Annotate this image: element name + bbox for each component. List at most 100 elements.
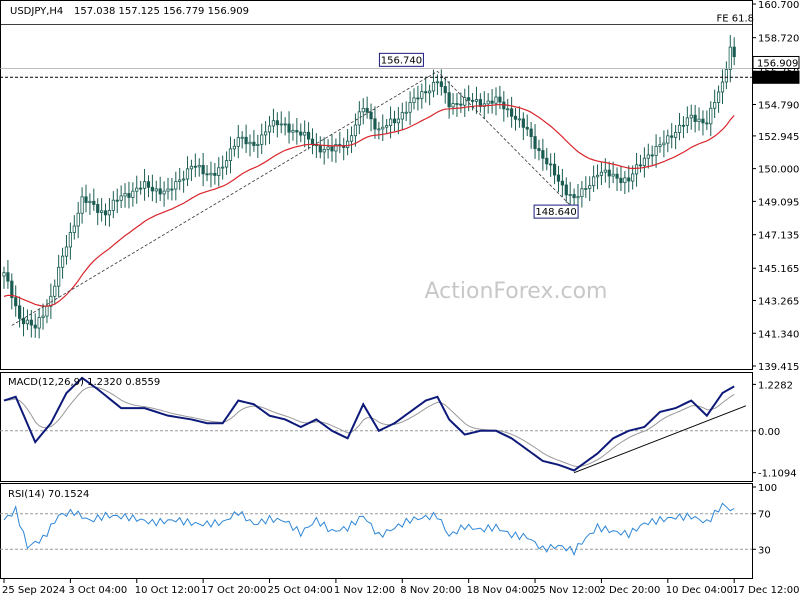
x-axis-label: 17 Dec 12:00	[732, 585, 799, 596]
candle-body	[162, 190, 166, 195]
x-axis-label: 17 Oct 20:00	[201, 585, 266, 596]
rsi-label: RSI(14) 70.1524	[8, 489, 89, 500]
candle-body	[381, 126, 385, 130]
current-price-tag-box	[752, 55, 800, 69]
candle-body	[57, 266, 61, 287]
price-axis-tick-label: 143.265	[758, 297, 799, 308]
candle-body	[545, 157, 549, 165]
candle-body	[599, 171, 604, 176]
candle-body	[365, 107, 369, 113]
candle-body	[119, 195, 123, 201]
candle-body	[646, 154, 650, 159]
candle-body	[607, 169, 611, 177]
rsi-axis-tick-label: 100	[758, 483, 777, 494]
candle-body	[80, 196, 84, 214]
x-axis-label: 25 Sep 2024	[2, 585, 65, 596]
candle-body	[564, 184, 568, 196]
candle-body	[701, 118, 705, 124]
candle-body	[720, 81, 725, 93]
candle-body	[103, 210, 108, 216]
candle-body	[287, 123, 291, 133]
candle-body	[100, 210, 104, 213]
candle-body	[631, 173, 635, 182]
candle-body	[443, 86, 447, 94]
candle-body	[560, 180, 564, 186]
candle-body	[84, 196, 88, 203]
candle-body	[318, 145, 322, 153]
candle-body	[127, 193, 131, 198]
candle-body	[552, 163, 557, 176]
candle-body	[283, 123, 287, 126]
candle-body	[45, 305, 49, 317]
candle-body	[256, 143, 260, 146]
candle-body	[299, 131, 303, 136]
candle-body	[295, 130, 299, 133]
candle-body	[14, 297, 18, 307]
candle-body	[568, 194, 572, 196]
candle-body	[131, 190, 135, 198]
x-axis-label: 8 Nov 20:00	[400, 585, 461, 596]
candle-body	[330, 146, 334, 152]
candle-body	[154, 188, 158, 192]
candle-body	[674, 132, 678, 138]
candle-body	[76, 212, 80, 227]
candle-body	[392, 118, 397, 124]
candle-body	[260, 134, 264, 145]
candle-body	[2, 272, 6, 277]
candle-body	[595, 174, 600, 178]
candle-body	[178, 179, 182, 182]
candle-body	[619, 177, 623, 184]
candle-body	[139, 187, 143, 190]
candle-body	[459, 103, 463, 106]
candle-body	[25, 319, 30, 325]
candle-body	[713, 102, 717, 109]
macd-line	[3, 376, 735, 472]
fe-label: FE 61.8	[716, 13, 754, 24]
candle-body	[252, 141, 256, 146]
candle-body	[170, 188, 174, 191]
candle-body	[174, 181, 178, 190]
candle-body	[111, 199, 115, 211]
candle-body	[197, 165, 201, 168]
candle-body	[439, 81, 443, 87]
candle-body	[677, 124, 682, 133]
candle-body	[572, 194, 576, 199]
candle-body	[611, 173, 615, 177]
candle-body	[420, 91, 424, 99]
price-axis-tick-label: 158.720	[758, 34, 799, 45]
candle-body	[306, 131, 311, 140]
candle-body	[642, 157, 646, 166]
candle-body	[60, 255, 65, 268]
rsi-panel-frame	[0, 483, 753, 579]
candle-body	[88, 200, 92, 203]
candle-body	[377, 128, 381, 131]
candle-body	[533, 136, 537, 149]
price-axis-tick-label: 150.000	[758, 165, 799, 176]
x-axis-label: 25 Oct 04:00	[268, 585, 333, 596]
price-axis-tick-label: 154.790	[758, 101, 799, 112]
candle-body	[470, 99, 475, 102]
candle-body	[662, 142, 666, 146]
candle-body	[18, 305, 22, 319]
candle-body	[150, 186, 154, 192]
candle-body	[654, 146, 658, 156]
candle-body	[615, 173, 619, 179]
candle-body	[388, 118, 393, 126]
candle-body	[623, 177, 627, 184]
candle-body	[224, 160, 229, 168]
candle-body	[185, 168, 190, 180]
candle-body	[275, 120, 279, 126]
candle-body	[400, 112, 404, 120]
candle-body	[584, 188, 588, 190]
candle-body	[603, 169, 607, 173]
candle-body	[517, 118, 522, 121]
candle-body	[580, 188, 584, 198]
candle-body	[373, 118, 377, 130]
candle-body	[221, 166, 225, 169]
macd-axis-tick-label: 0.00	[758, 427, 780, 438]
price-panel-frame	[0, 0, 753, 370]
candle-body	[189, 165, 194, 170]
candle-body	[232, 145, 236, 150]
candle-body	[385, 125, 389, 128]
candle-body	[666, 135, 670, 144]
